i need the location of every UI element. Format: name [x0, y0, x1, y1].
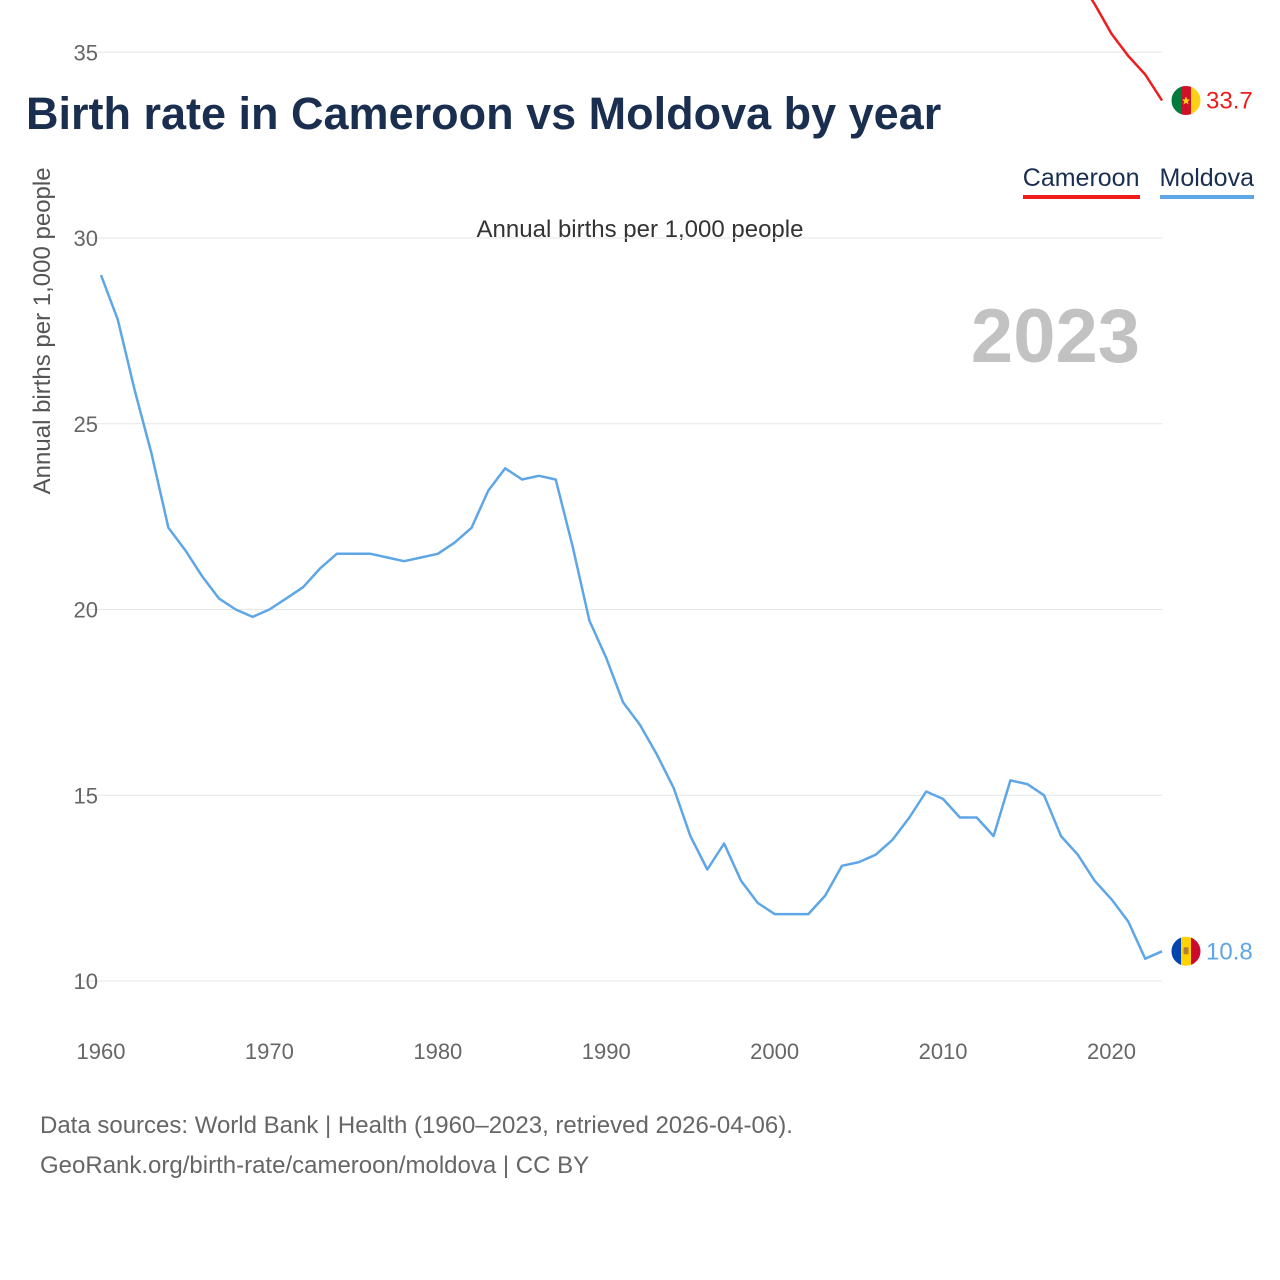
- x-tick-label: 1960: [77, 1039, 126, 1064]
- y-tick-label: 35: [74, 40, 98, 65]
- y-tick-label: 25: [74, 412, 98, 437]
- end-value-label-moldova: 10.8: [1206, 938, 1253, 965]
- chart-title: Birth rate in Cameroon vs Moldova by yea…: [26, 88, 942, 139]
- x-tick-label: 2020: [1087, 1039, 1136, 1064]
- legend-item-moldova[interactable]: Moldova: [1159, 164, 1254, 199]
- end-value-label-cameroon: 33.7: [1206, 88, 1253, 115]
- x-tick-label: 2000: [750, 1039, 799, 1064]
- source-url[interactable]: GeoRank.org/birth-rate/cameroon/moldova …: [40, 1152, 590, 1179]
- y-axis-label: Annual births per 1,000 people: [29, 167, 56, 494]
- y-tick-label: 10: [74, 969, 98, 994]
- cameroon-flag-icon: [1170, 85, 1202, 117]
- x-tick-label: 1970: [245, 1039, 294, 1064]
- legend-item-cameroon[interactable]: Cameroon: [1022, 164, 1140, 199]
- x-tick-label: 1990: [582, 1039, 631, 1064]
- moldova-flag-icon: [1170, 935, 1202, 967]
- source-line: Data sources: World Bank | Health (1960–…: [40, 1112, 793, 1139]
- x-tick-label: 2010: [919, 1039, 968, 1064]
- y-tick-label: 20: [74, 598, 98, 623]
- current-year-label: 2023: [971, 294, 1140, 379]
- y-tick-label: 30: [74, 226, 98, 251]
- series-line-cameroon[interactable]: [101, 0, 1164, 102]
- legend: Cameroon Moldova: [1022, 164, 1254, 199]
- source-note: Data sources: World Bank | Health (1960–…: [40, 1106, 793, 1186]
- series-line-moldova[interactable]: [99, 274, 1163, 960]
- x-tick-label: 1980: [413, 1039, 462, 1064]
- y-tick-label: 15: [74, 783, 98, 808]
